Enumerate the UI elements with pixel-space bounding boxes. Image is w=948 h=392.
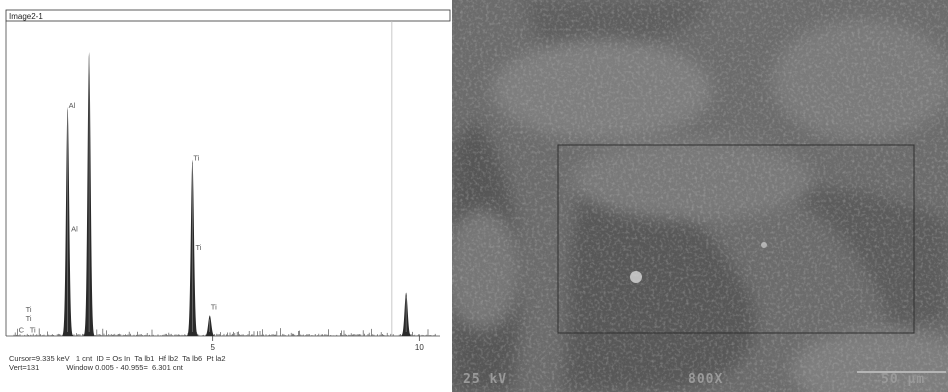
peak-layer <box>61 52 413 337</box>
analysis-area-box[interactable] <box>557 144 915 334</box>
element-label: Ti <box>211 303 217 312</box>
tick-layer: 5 10 <box>210 336 424 352</box>
cursor-readout: Cursor=9.335 keV 1 cnt ID = Os In Ta lb1… <box>9 354 226 363</box>
element-label: Ti <box>30 325 36 334</box>
magnification-label: 800X <box>688 372 724 387</box>
baseline-noise <box>13 328 436 336</box>
element-label: Al <box>69 101 76 110</box>
sem-particle <box>761 242 767 248</box>
window-readout: Vert=131 Window 0.005 - 40.955= 6.301 cn… <box>9 363 183 372</box>
element-label: Ti <box>193 154 199 163</box>
scale-bar-label: 50 µm <box>881 372 926 387</box>
element-label: Ti <box>26 305 32 314</box>
element-label: C <box>19 325 25 334</box>
x-tick-label: 10 <box>415 343 424 352</box>
sem-micrograph-panel: 25 kV 800X 50 µm <box>452 0 948 392</box>
element-label: Ti <box>26 314 32 323</box>
x-tick-label: 5 <box>210 343 215 352</box>
noise-path <box>13 328 436 336</box>
element-label: Ti <box>195 243 201 252</box>
sem-noise <box>452 0 948 392</box>
sem-micrograph <box>452 0 948 392</box>
element-label: Al <box>71 225 78 234</box>
sem-particle <box>630 271 642 283</box>
spectrum-title: Image2-1 <box>9 12 43 21</box>
voltage-label: 25 kV <box>463 372 508 387</box>
title-bar <box>5 9 451 22</box>
eds-spectrum-panel: Image2-1 5 10 Al Al Ti Ti Ti Ti Ti C Ti Cursor=9.… <box>0 0 452 392</box>
